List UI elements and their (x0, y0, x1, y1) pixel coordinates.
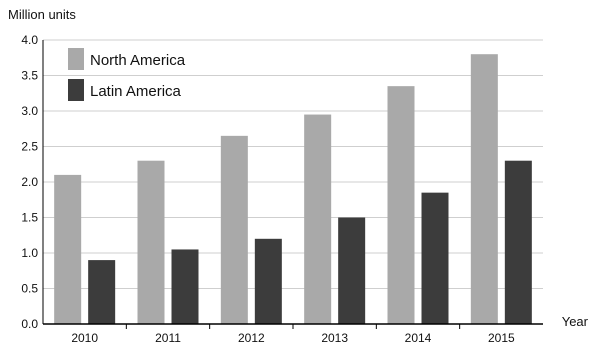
y-tick-labels: 0.0 0.5 1.0 1.5 2.0 2.5 3.0 3.5 4.0 (21, 33, 38, 331)
grid-lines (43, 39, 543, 289)
bar-latin-america-2013 (338, 217, 366, 324)
x-axis-label: Year (562, 314, 589, 329)
x-tick-label: 2013 (321, 331, 348, 345)
bar-north-america-2011 (137, 160, 165, 324)
x-tick-labels: 2010 2011 2012 2013 2014 2015 (71, 331, 515, 345)
bar-latin-america-2012 (254, 238, 282, 324)
x-tick-label: 2012 (238, 331, 265, 345)
y-tick-label: 0.5 (21, 282, 38, 296)
y-tick-label: 2.0 (21, 175, 38, 189)
bar-north-america-2010 (54, 174, 82, 324)
y-tick-label: 1.5 (21, 211, 38, 225)
y-tick-label: 0.0 (21, 317, 38, 331)
legend-label-north-america: North America (90, 52, 186, 69)
x-tick-label: 2011 (155, 331, 181, 345)
bar-latin-america-2011 (171, 249, 199, 324)
bar-latin-america-2014 (421, 192, 449, 324)
legend-swatch-north-america (68, 48, 84, 70)
bars (54, 54, 532, 325)
x-tick-label: 2015 (488, 331, 515, 345)
x-tick-label: 2014 (405, 331, 432, 345)
y-tick-label: 2.5 (21, 140, 38, 154)
bar-north-america-2014 (387, 86, 415, 325)
y-tick-label: 4.0 (21, 33, 38, 47)
bar-north-america-2012 (220, 135, 248, 324)
bar-north-america-2013 (304, 114, 332, 324)
bar-latin-america-2015 (504, 160, 532, 324)
bar-latin-america-2010 (88, 260, 116, 324)
legend-label-latin-america: Latin America (90, 83, 182, 100)
y-tick-label: 3.5 (21, 69, 38, 83)
y-tick-label: 1.0 (21, 246, 38, 260)
y-tick-label: 3.0 (21, 104, 38, 118)
legend-swatch-latin-america (68, 79, 84, 101)
legend: North America Latin America (68, 48, 186, 101)
x-tick-label: 2010 (71, 331, 98, 345)
y-axis-label: Million units (8, 7, 76, 22)
bar-north-america-2015 (470, 54, 498, 324)
axes (42, 40, 543, 329)
